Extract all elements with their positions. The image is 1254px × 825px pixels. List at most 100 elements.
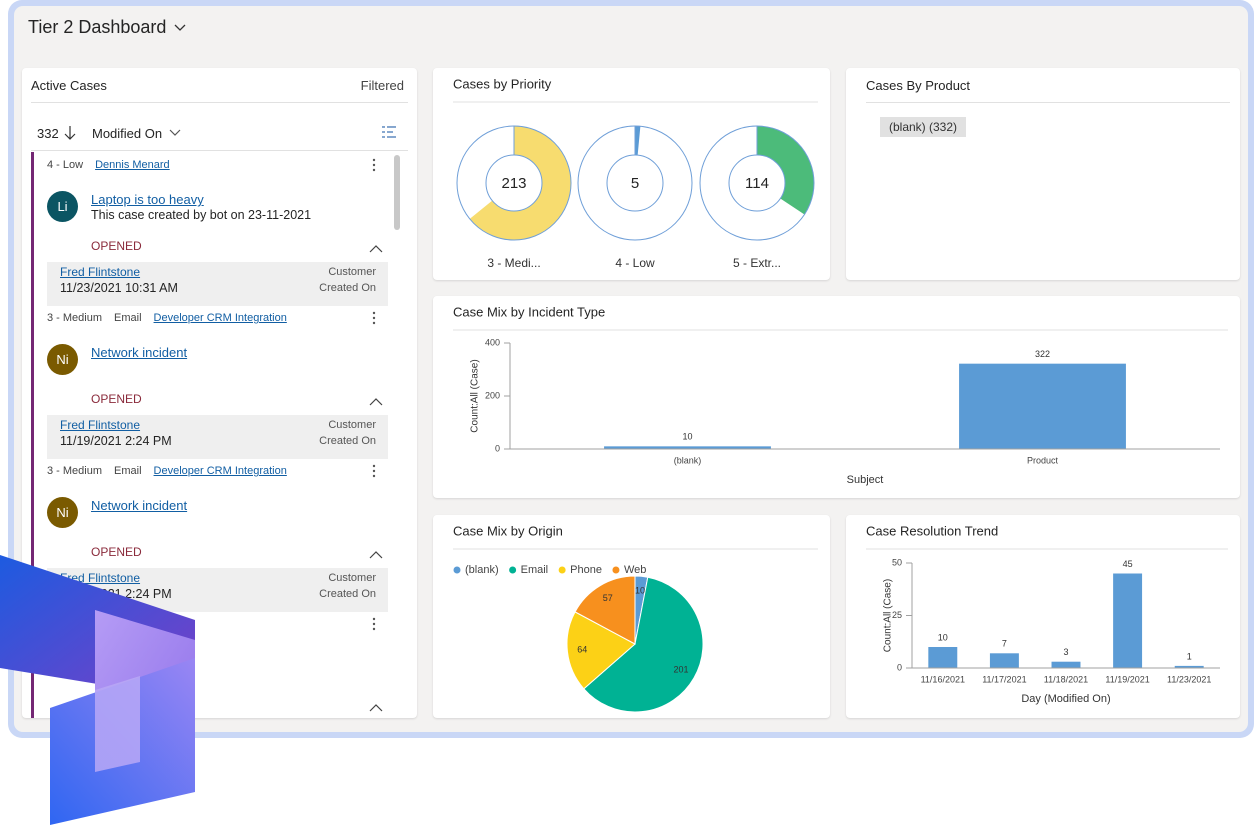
case-priority: 3 - Medium bbox=[47, 312, 103, 324]
chart: Case Mix by Origin (blank) Email Phone Web 10… bbox=[453, 523, 818, 713]
customer-name[interactable]: Fred Flintstone bbox=[60, 571, 141, 585]
chevron-down bbox=[169, 129, 181, 136]
avatar-initials: Ni bbox=[56, 352, 69, 367]
chart: Cases by Priority 213 3 - Medi... 5 4 - Low 1… bbox=[453, 76, 818, 270]
legend-label: Email bbox=[521, 564, 549, 576]
more-menu[interactable] bbox=[371, 311, 377, 325]
donut-label: 4 - Low bbox=[615, 256, 655, 270]
pie-slice bbox=[583, 576, 704, 713]
scrollbar[interactable] bbox=[394, 155, 400, 230]
chart-title: Case Mix by Incident Type bbox=[453, 304, 605, 319]
view-options-icon[interactable] bbox=[381, 125, 397, 139]
case-title[interactable]: Network incident bbox=[91, 345, 188, 360]
chevron-down bbox=[174, 24, 186, 31]
legend-swatch bbox=[558, 566, 566, 574]
product-tag[interactable]: (blank) (332) bbox=[880, 117, 967, 137]
data-label: 7 bbox=[1002, 639, 1007, 649]
y-tick-label: 50 bbox=[892, 557, 902, 567]
created-on-label: Created On bbox=[319, 435, 376, 447]
case-title[interactable]: Network incident bbox=[91, 498, 188, 513]
chart-title: Case Resolution Trend bbox=[866, 523, 998, 538]
chart-panel: Case Mix by Incident Type 0 200 400 10 (blank… bbox=[433, 296, 1240, 498]
case-status: OPENED bbox=[91, 239, 142, 253]
logo-shape bbox=[95, 676, 140, 772]
chart-panel: Case Resolution Trend 0 25 50 10 11/16/2021 7 1… bbox=[846, 515, 1240, 718]
legend-swatch bbox=[509, 566, 517, 574]
sort-arrow[interactable] bbox=[63, 125, 77, 141]
more-menu[interactable] bbox=[371, 158, 377, 172]
x-tick-label: (blank) bbox=[674, 455, 702, 465]
x-tick-label: 11/17/2021 bbox=[982, 674, 1026, 684]
case-description: This case created by bot on 23-11-2021 bbox=[91, 208, 312, 222]
separator bbox=[31, 102, 408, 103]
created-on-value: 11/23/2021 10:31 AM bbox=[60, 281, 178, 295]
data-label: 322 bbox=[1035, 349, 1050, 359]
data-label: 10 bbox=[635, 586, 645, 596]
customer-label: Customer bbox=[328, 419, 376, 431]
case-status: OPENED bbox=[91, 545, 142, 559]
y-tick-label: 200 bbox=[485, 390, 500, 400]
data-label: 1 bbox=[1187, 651, 1192, 661]
y-axis-label: Count:All (Case) bbox=[883, 579, 894, 652]
chart: Case Resolution Trend 0 25 50 10 11/16/2021 7 1… bbox=[866, 523, 1228, 705]
card-accent bbox=[31, 152, 34, 305]
filter-label: Filtered bbox=[360, 78, 404, 93]
collapse-toggle[interactable] bbox=[369, 240, 383, 253]
collapse-toggle[interactable] bbox=[369, 393, 383, 406]
case-origin: Email bbox=[114, 465, 142, 477]
donut-slice bbox=[635, 126, 641, 156]
case-owner[interactable]: Developer CRM Integration bbox=[153, 465, 287, 477]
dashboard-header[interactable]: Tier 2 Dashboard bbox=[28, 17, 186, 38]
dashboard-title[interactable]: Tier 2 Dashboard bbox=[28, 17, 167, 37]
data-label: 45 bbox=[1123, 559, 1133, 569]
data-label: 57 bbox=[603, 593, 613, 603]
donut-slice bbox=[757, 126, 814, 215]
case-card: 4 - Low Dennis Menard Li Laptop is too heav… bbox=[22, 152, 417, 306]
chart: Case Mix by Incident Type 0 200 400 10 (blank… bbox=[453, 304, 1228, 486]
bar bbox=[604, 446, 771, 449]
legend-label: (blank) bbox=[465, 564, 499, 576]
customer-name[interactable]: Fred Flintstone bbox=[60, 418, 141, 432]
chart-panel: Case Mix by Origin (blank) Email Phone Web 10… bbox=[433, 515, 830, 718]
donut-label: 3 - Medi... bbox=[487, 256, 540, 270]
panel-title: Cases By Product bbox=[866, 78, 971, 93]
bar bbox=[1051, 661, 1081, 668]
case-meta-row: 3 - Medium Email Developer CRM Integration bbox=[47, 465, 287, 477]
avatar-initials: Ni bbox=[56, 505, 69, 520]
avatar: Ni bbox=[47, 497, 78, 528]
separator bbox=[866, 102, 1230, 103]
chart-panel: Cases by Priority 213 3 - Medi... 5 4 - Low 1… bbox=[433, 68, 830, 280]
y-tick-label: 400 bbox=[485, 337, 500, 347]
case-details: Fred Flintstone 11/19/2021 2:24 PM Custome… bbox=[47, 415, 388, 459]
customer-name[interactable]: Fred Flintstone bbox=[60, 265, 141, 279]
case-owner[interactable]: Developer CRM Integration bbox=[153, 312, 287, 324]
x-tick-label: 11/18/2021 bbox=[1044, 674, 1088, 684]
case-status: OPENED bbox=[91, 392, 142, 406]
case-meta-row: 3 - Medium Email Developer CRM Integration bbox=[47, 312, 287, 324]
x-axis-label: Subject bbox=[847, 474, 884, 486]
x-tick-label: Product bbox=[1027, 455, 1059, 465]
more-menu[interactable] bbox=[371, 617, 377, 631]
collapse-toggle[interactable] bbox=[369, 699, 383, 712]
avatar-initials: Li bbox=[57, 199, 68, 214]
chart-title: Cases by Priority bbox=[453, 76, 552, 91]
case-card: 3 - Medium Email Developer CRM Integration… bbox=[22, 305, 417, 459]
record-count: 332 bbox=[37, 126, 59, 141]
bar bbox=[1174, 665, 1204, 668]
created-on-label: Created On bbox=[319, 282, 376, 294]
cases-by-product-panel: Cases By Product (blank) (332) bbox=[846, 68, 1240, 280]
separator bbox=[31, 150, 408, 151]
pie-slice bbox=[574, 575, 636, 645]
created-on-label: Created On bbox=[319, 588, 376, 600]
x-tick-label: 11/23/2021 bbox=[1167, 674, 1211, 684]
bar bbox=[928, 647, 958, 668]
donut-slice bbox=[469, 126, 571, 240]
collapse-toggle[interactable] bbox=[369, 546, 383, 559]
more-menu[interactable] bbox=[371, 464, 377, 478]
avatar: Li bbox=[47, 191, 78, 222]
case-title[interactable]: Laptop is too heavy bbox=[91, 192, 204, 207]
legend-swatch bbox=[612, 566, 620, 574]
sort-field[interactable]: Modified On bbox=[92, 126, 163, 141]
case-owner[interactable]: Dennis Menard bbox=[95, 159, 170, 171]
